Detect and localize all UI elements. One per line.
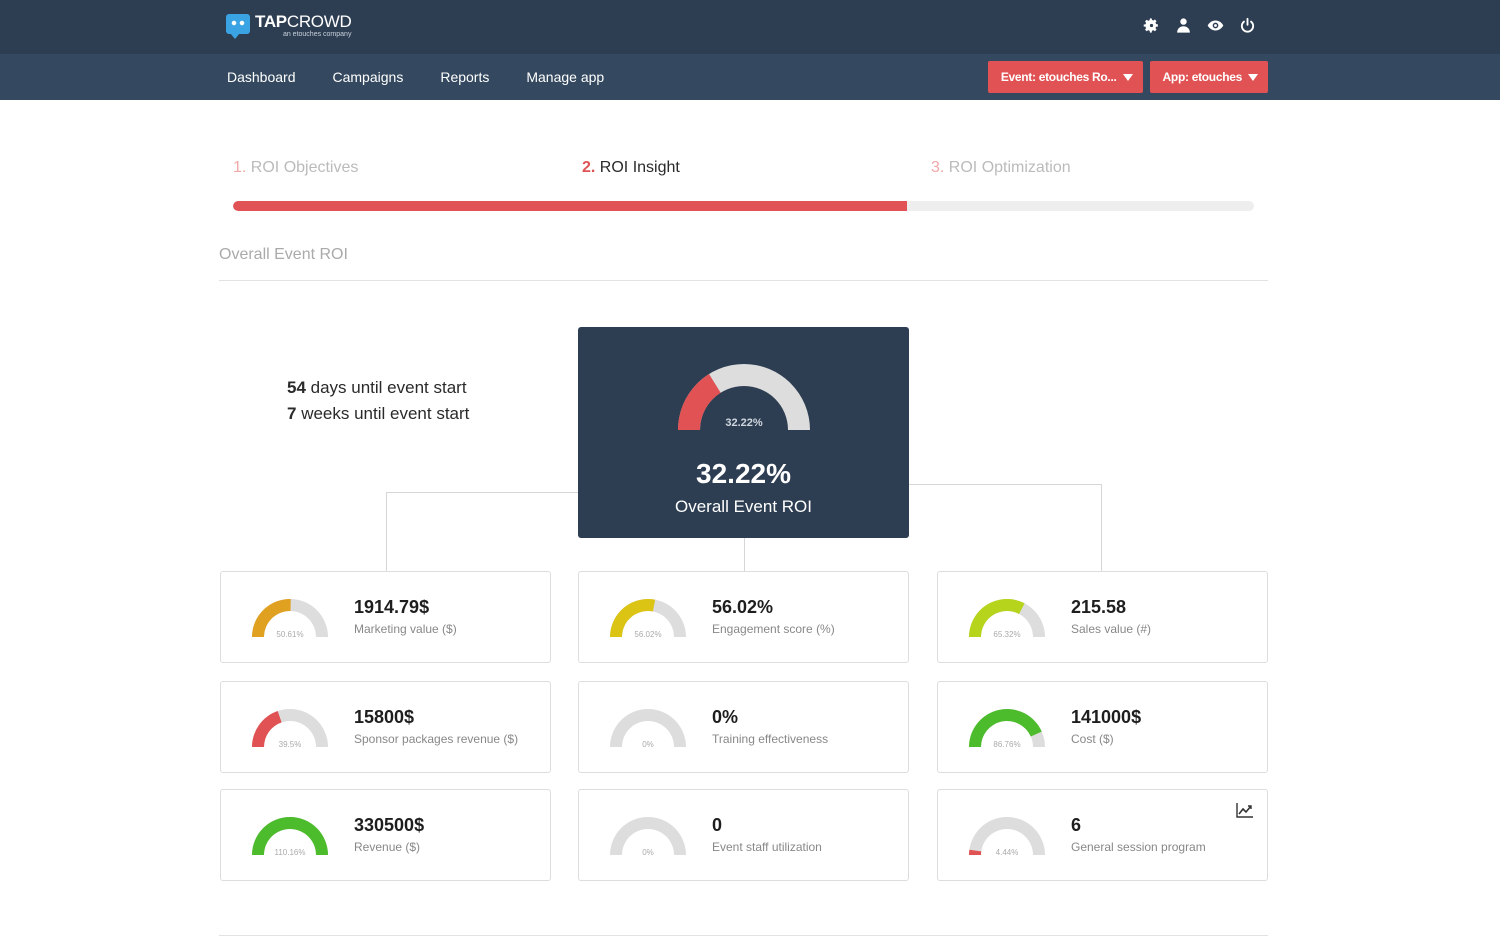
kpi-gauge: 0% <box>610 709 686 749</box>
connector-line <box>909 484 1102 485</box>
svg-text:86.76%: 86.76% <box>993 740 1020 749</box>
kpi-card-marketing-value[interactable]: 50.61% 1914.79$ Marketing value ($) <box>220 571 551 663</box>
nav-reports[interactable]: Reports <box>440 69 490 85</box>
gear-icon[interactable] <box>1142 16 1160 34</box>
nav-dashboard[interactable]: Dashboard <box>227 69 296 85</box>
kpi-value: 6 <box>1071 815 1082 835</box>
kpi-card-engagement-score[interactable]: 56.02% 56.02% Engagement score (%) <box>578 571 909 663</box>
connector-line <box>1101 484 1102 571</box>
kpi-value: 330500$ <box>354 815 425 835</box>
kpi-card-event-staff-utilization[interactable]: 0% 0 Event staff utilization <box>578 789 909 881</box>
step-roi-objectives[interactable]: 1. ROI Objectives <box>233 159 359 176</box>
kpi-label: Marketing value ($) <box>354 622 457 636</box>
app-select-label: App: etouches <box>1162 70 1243 84</box>
weeks-until-start: 7 weeks until event start <box>287 404 470 423</box>
step-roi-insight[interactable]: 2. ROI Insight <box>582 159 680 176</box>
kpi-label: Cost ($) <box>1071 732 1114 746</box>
kpi-label: Revenue ($) <box>354 840 421 854</box>
nav-bar: Dashboard Campaigns Reports Manage app E… <box>0 54 1500 100</box>
step-progress-fill <box>233 201 907 211</box>
tapcrowd-logo[interactable]: TAPCROWD an etouches company <box>226 12 352 39</box>
logo-icon <box>226 14 250 39</box>
power-icon[interactable] <box>1238 16 1256 34</box>
svg-text:4.44%: 4.44% <box>996 848 1019 857</box>
kpi-label: Event staff utilization <box>712 840 822 854</box>
eye-icon[interactable] <box>1206 16 1224 34</box>
kpi-value: 56.02% <box>712 597 774 617</box>
kpi-gauge: 65.32% <box>969 599 1045 639</box>
kpi-gauge: 56.02% <box>610 599 686 639</box>
kpi-label: General session program <box>1071 840 1206 854</box>
connector-line <box>386 492 387 571</box>
kpi-label: Sales value (#) <box>1071 622 1152 636</box>
main-nav: Dashboard Campaigns Reports Manage app <box>227 54 604 100</box>
kpi-gauge: 4.44% <box>969 817 1045 857</box>
kpi-value: 1914.79$ <box>354 597 430 617</box>
svg-text:50.61%: 50.61% <box>276 630 303 639</box>
overall-roi-gauge: 32.22% <box>678 364 810 430</box>
kpi-card-sponsor-packages[interactable]: 39.5% 15800$ Sponsor packages revenue ($… <box>220 681 551 773</box>
divider <box>219 935 1268 936</box>
kpi-gauge: 0% <box>610 817 686 857</box>
svg-text:65.32%: 65.32% <box>993 630 1020 639</box>
event-select-label: Event: etouches Ro... <box>1000 70 1117 84</box>
kpi-value: 15800$ <box>354 707 415 727</box>
kpi-card-sales-value[interactable]: 65.32% 215.58 Sales value (#) <box>937 571 1268 663</box>
nav-manage-app[interactable]: Manage app <box>526 69 605 85</box>
caret-down-icon <box>1248 73 1258 81</box>
kpi-gauge: 39.5% <box>252 709 328 749</box>
connector-line <box>744 538 745 571</box>
section-title: Overall Event ROI <box>219 246 348 263</box>
svg-text:110.16%: 110.16% <box>275 848 306 857</box>
kpi-value: 0% <box>712 707 739 727</box>
step-progress-bar <box>233 201 1254 211</box>
trend-chart-icon[interactable] <box>1236 802 1254 818</box>
step-roi-optimization[interactable]: 3. ROI Optimization <box>931 159 1071 176</box>
overall-gauge-text: 32.22% <box>725 417 763 429</box>
caret-down-icon <box>1122 73 1133 81</box>
nav-campaigns[interactable]: Campaigns <box>332 69 404 85</box>
kpi-value: 141000$ <box>1071 707 1142 727</box>
event-countdown: 54 days until event start 7 weeks until … <box>287 375 469 427</box>
kpi-card-revenue[interactable]: 110.16% 330500$ Revenue ($) <box>220 789 551 881</box>
kpi-card-general-session-program[interactable]: 4.44% 6 General session program <box>937 789 1268 881</box>
svg-text:56.02%: 56.02% <box>634 630 661 639</box>
divider <box>219 280 1268 281</box>
svg-text:39.5%: 39.5% <box>279 740 302 749</box>
svg-text:0%: 0% <box>642 740 654 749</box>
kpi-value: 215.58 <box>1071 597 1127 617</box>
event-select-button[interactable]: Event: etouches Ro... <box>987 61 1143 93</box>
days-until-start: 54 days until event start <box>287 378 467 397</box>
kpi-label: Sponsor packages revenue ($) <box>354 732 519 746</box>
top-bar: TAPCROWD an etouches company <box>0 0 1500 54</box>
kpi-label: Engagement score (%) <box>712 622 835 636</box>
kpi-gauge: 110.16% <box>252 817 328 857</box>
brand-name: TAPCROWD <box>255 12 352 31</box>
kpi-card-training-effectiveness[interactable]: 0% 0% Training effectiveness <box>578 681 909 773</box>
kpi-value: 0 <box>712 815 723 835</box>
kpi-label: Training effectiveness <box>712 732 829 746</box>
overall-roi-card[interactable]: 32.22% 32.22% Overall Event ROI <box>578 327 909 538</box>
brand-subtitle: an etouches company <box>282 31 352 38</box>
kpi-card-cost[interactable]: 86.76% 141000$ Cost ($) <box>937 681 1268 773</box>
svg-text:0%: 0% <box>642 848 654 857</box>
app-select-button[interactable]: App: etouches <box>1149 61 1268 93</box>
kpi-gauge: 50.61% <box>252 599 328 639</box>
connector-line <box>386 492 578 493</box>
kpi-gauge: 86.76% <box>969 709 1045 749</box>
overall-roi-label: Overall Event ROI <box>675 497 812 516</box>
user-icon[interactable] <box>1174 16 1192 34</box>
overall-roi-value: 32.22% <box>696 458 791 489</box>
